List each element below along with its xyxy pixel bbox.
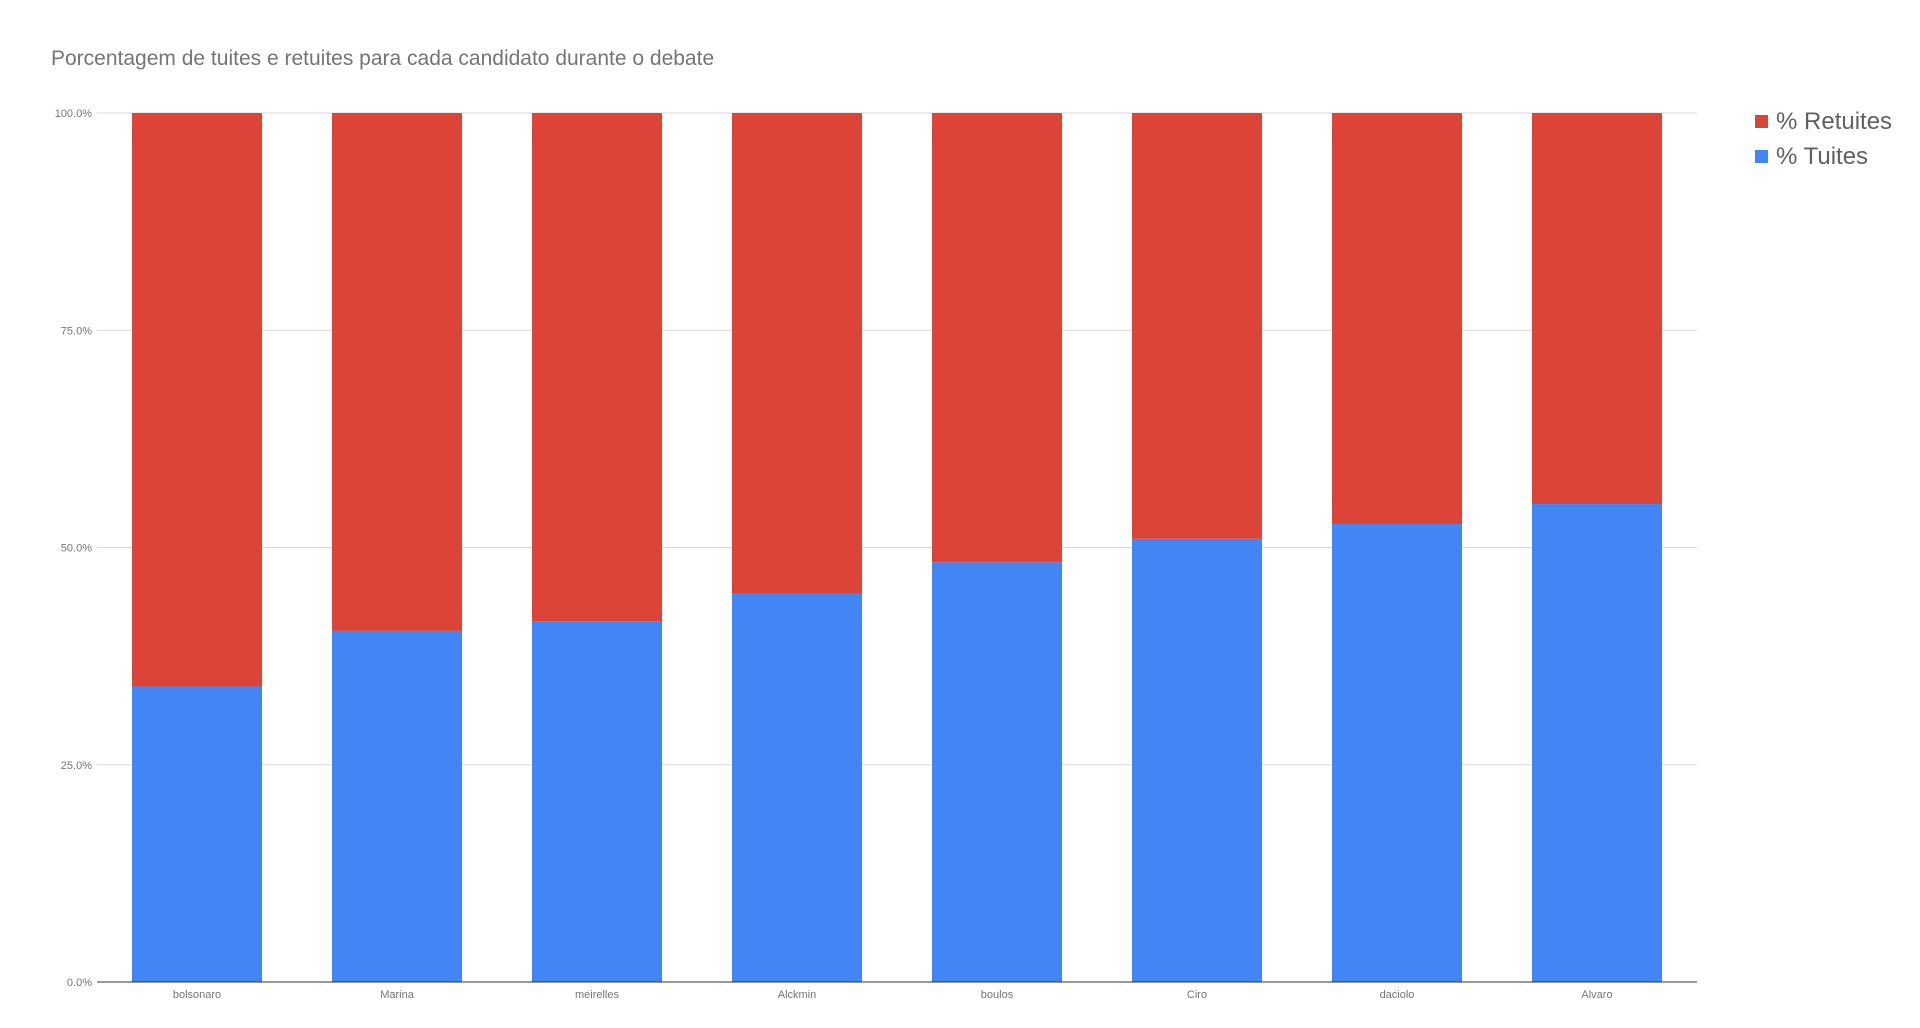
axes: 0.0% 25.0% 50.0% 75.0% 100.0% bolsonaro Marina… [55, 108, 1697, 1001]
bar-retuites [332, 113, 462, 631]
x-tick-label: boulos [981, 989, 1014, 1001]
y-tick-label: 25.0% [61, 760, 92, 772]
y-tick-label: 75.0% [61, 325, 92, 337]
legend-label-tuites: % Tuites [1776, 142, 1869, 170]
bars [132, 113, 1662, 982]
x-tick-label: Alvaro [1581, 989, 1612, 1001]
bar-retuites [732, 113, 862, 594]
legend-swatch-retuites [1755, 115, 1768, 128]
bar-tuites [1132, 538, 1262, 982]
bar-retuites [1132, 113, 1262, 539]
bar-tuites [732, 593, 862, 982]
y-tick-label: 50.0% [61, 543, 92, 555]
bar-tuites [332, 630, 462, 982]
bar-retuites [1532, 113, 1662, 505]
bar-tuites [132, 686, 262, 982]
legend: % Retuites % Tuites [1755, 104, 1892, 174]
x-tick-label: bolsonaro [173, 989, 221, 1001]
bar-retuites [932, 113, 1062, 563]
x-tick-label: daciolo [1380, 989, 1415, 1001]
y-tick-label: 100.0% [55, 108, 93, 120]
chart-title: Porcentagem de tuites e retuites para ca… [51, 47, 715, 70]
legend-swatch-tuites [1755, 150, 1768, 163]
bar-tuites [932, 562, 1062, 982]
x-tick-label: Marina [380, 989, 415, 1001]
bar-tuites [1332, 524, 1462, 982]
x-tick-label: Alckmin [778, 989, 817, 1001]
bar-retuites [132, 113, 262, 687]
y-tick-label: 0.0% [67, 977, 92, 989]
legend-label-retuites: % Retuites [1776, 107, 1893, 135]
x-tick-label: Ciro [1187, 989, 1207, 1001]
bar-tuites [532, 621, 662, 982]
x-tick-label: meirelles [575, 989, 620, 1001]
bar-tuites [1532, 504, 1662, 982]
legend-item-retuites: % Retuites [1755, 104, 1892, 139]
legend-item-tuites: % Tuites [1755, 139, 1892, 174]
bar-retuites [532, 113, 662, 622]
bar-retuites [1332, 113, 1462, 525]
